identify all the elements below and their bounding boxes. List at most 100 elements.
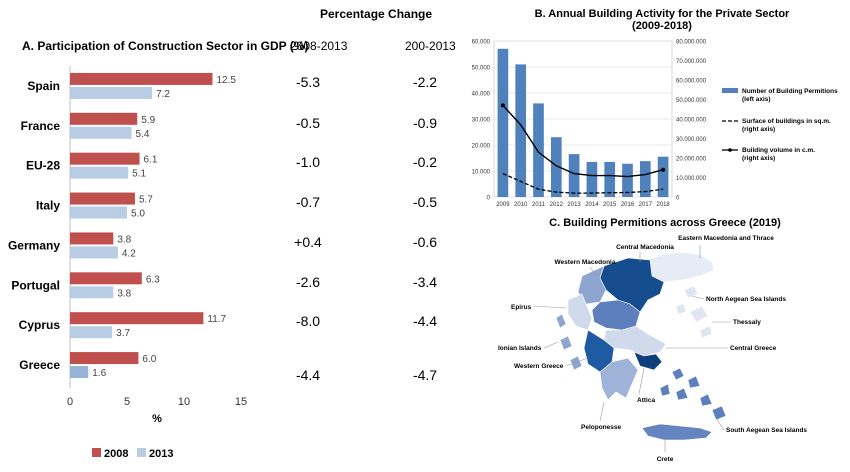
- map-leader-line: [599, 401, 605, 422]
- category-label: France: [21, 119, 61, 133]
- pct-change-title: Percentage Change: [320, 7, 432, 21]
- panel-b-legend: Number of Building Permitions(left axis)…: [722, 88, 838, 162]
- bar-2013: [70, 286, 114, 299]
- region-eastern-macedonia-thrace: [647, 251, 715, 283]
- panel-b-ytick-right: 60.000.000: [676, 79, 707, 85]
- legend-label-volume-axis: (right axis): [742, 155, 775, 162]
- bar-2013-label: 5.4: [136, 129, 150, 140]
- panel-b-ytick-left: 20.000: [472, 144, 491, 150]
- legend-swatch-2013: [137, 448, 146, 457]
- panel-b-ytick-left: 0: [487, 196, 491, 202]
- panel-a-xtick: 0: [67, 396, 73, 408]
- panel-b-xtick: 2010: [514, 202, 528, 208]
- map-region-label: Thessaly: [733, 319, 761, 326]
- permit-bar: [550, 137, 562, 197]
- legend-label-permits: Number of Building Permitions: [742, 88, 838, 95]
- bar-2013-label: 3.7: [116, 328, 130, 339]
- category-label: Greece: [19, 358, 60, 372]
- panel-a-bar-chart: 0 5 10 15 Spain 12.5 7.2 France 5.9 5.4 EU-28 6.1 5.…: [8, 66, 247, 408]
- map-region-label: Central Macedonia: [616, 244, 674, 251]
- panel-a-legend: 2008 2013: [92, 448, 173, 460]
- bar-2013-label: 3.8: [117, 288, 131, 299]
- bar-2008-label: 3.8: [117, 234, 131, 245]
- map-region-label: South Aegean Sea Islands: [726, 427, 807, 434]
- bar-2008: [70, 192, 135, 205]
- bar-2008: [70, 312, 204, 325]
- permit-bar: [568, 154, 580, 197]
- pct-col2-value: -0.6: [413, 234, 437, 250]
- bar-2013: [70, 246, 118, 259]
- panel-b-ytick-right: 80.000.000: [676, 40, 707, 46]
- bar-2008-label: 5.7: [139, 195, 153, 206]
- permit-bar: [639, 161, 651, 197]
- map-leader-line: [638, 367, 645, 395]
- legend-label-permits-axis: (left axis): [742, 96, 771, 103]
- map-labels: Eastern Macedonia and Thrace Central Mace…: [498, 235, 807, 463]
- permit-bar: [586, 161, 598, 197]
- bar-2008-label: 6.1: [144, 155, 158, 166]
- map-region-label: Eastern Macedonia and Thrace: [678, 235, 774, 242]
- bar-2008-label: 6.0: [142, 354, 156, 365]
- panel-a-xlabel: %: [152, 413, 162, 425]
- permit-bar: [604, 161, 616, 197]
- panel-b-ytick-left: 30.000: [472, 118, 491, 124]
- pct-col1-value: -2.6: [296, 274, 320, 290]
- panel-b-title: B. Annual Building Activity for the Priv…: [535, 8, 790, 20]
- bar-2008: [70, 232, 114, 245]
- map-region-label: Ionian Islands: [498, 345, 542, 352]
- panel-b-ytick-left: 10.000: [472, 170, 491, 176]
- panel-b-xtick: 2014: [585, 202, 599, 208]
- bar-2013-label: 7.2: [156, 89, 170, 100]
- pct-change-table: -5.3 -0.5 -1.0 -0.7 +0.4 -2.6 -8.0 -4.4 -2.2 -0.9…: [294, 74, 437, 383]
- pct-col2-value: -3.4: [413, 274, 437, 290]
- panel-b-ytick-right: 50.000.000: [676, 98, 707, 104]
- permit-bar: [622, 163, 633, 197]
- panel-b-ytick-right: 70.000.000: [676, 59, 707, 65]
- panel-b-ytick-right: 0: [676, 196, 680, 202]
- bar-2013: [70, 86, 153, 99]
- category-label: Cyprus: [19, 318, 61, 332]
- panel-b-xtick: 2017: [639, 202, 653, 208]
- permit-bar: [515, 64, 527, 198]
- map-leader-line: [543, 341, 559, 349]
- volume-point: [500, 103, 505, 108]
- region-attica: [633, 351, 663, 371]
- bar-2008: [70, 112, 138, 125]
- volume-point: [661, 167, 666, 172]
- legend-swatch-volume-point: [728, 148, 732, 152]
- legend-label-2013: 2013: [149, 448, 173, 460]
- category-label: Germany: [8, 238, 60, 252]
- map-leader-line: [565, 357, 589, 367]
- panel-b-xtick: 2013: [567, 202, 581, 208]
- map-region-label: Attica: [637, 397, 655, 404]
- pct-col2-value: -0.2: [413, 154, 437, 170]
- panel-b-combo-chart: 0 10.000 20.000 30.000 40.000 50.000 60.000 0 10…: [472, 40, 707, 209]
- legend-swatch-permits: [722, 88, 738, 93]
- bar-2013-label: 5.0: [131, 209, 145, 220]
- panel-b-ytick-right: 20.000.000: [676, 157, 707, 163]
- panel-b-xtick: 2011: [532, 202, 546, 208]
- map-leader-line: [589, 266, 597, 276]
- legend-swatch-2008: [92, 448, 101, 457]
- panel-b-xtick: 2016: [621, 202, 635, 208]
- panel-b-subtitle: (2009-2018): [632, 20, 692, 32]
- region-crete: [641, 423, 713, 441]
- panel-b-xtick: 2018: [656, 202, 670, 208]
- bar-2008: [70, 152, 140, 165]
- map-region-label: Epirus: [511, 304, 532, 311]
- panel-b-ytick-right: 40.000.000: [676, 118, 707, 124]
- map-leader-line: [691, 295, 705, 300]
- panel-c-title: C. Building Permitions across Greece (20…: [549, 217, 781, 229]
- category-label: EU-28: [26, 159, 60, 173]
- pct-col1-header: 2008-2013: [290, 39, 348, 53]
- panel-b-ytick-right: 10.000.000: [676, 176, 707, 182]
- category-label: Italy: [36, 199, 60, 213]
- map-region-label: North Aegean Sea Islands: [706, 296, 786, 303]
- panel-b-xtick: 2012: [550, 202, 564, 208]
- bar-2008-label: 5.9: [141, 115, 155, 126]
- bar-2013: [70, 166, 129, 179]
- bar-2013-label: 5.1: [132, 169, 146, 180]
- bar-2008-label: 12.5: [217, 75, 237, 86]
- volume-line: [502, 104, 664, 178]
